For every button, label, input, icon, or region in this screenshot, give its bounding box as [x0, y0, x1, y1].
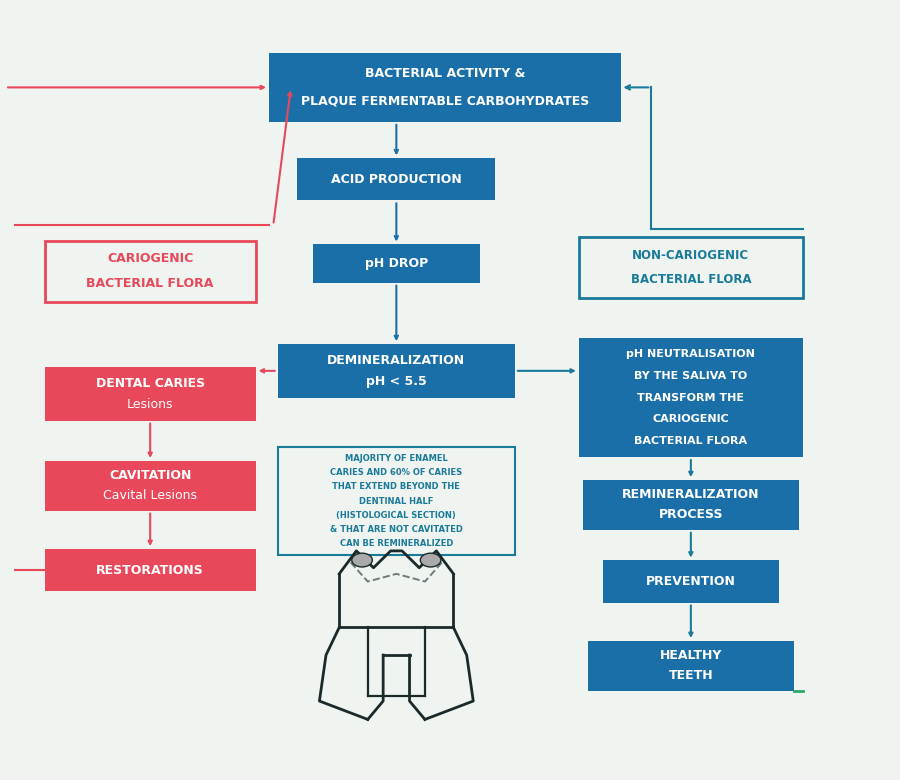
Text: BACTERIAL FLORA: BACTERIAL FLORA: [634, 436, 747, 446]
Text: MAJORITY OF ENAMEL: MAJORITY OF ENAMEL: [345, 454, 447, 463]
Text: THAT EXTEND BEYOND THE: THAT EXTEND BEYOND THE: [332, 482, 460, 491]
Text: pH NEUTRALISATION: pH NEUTRALISATION: [626, 349, 755, 360]
Text: BY THE SALIVA TO: BY THE SALIVA TO: [634, 371, 748, 381]
Text: PREVENTION: PREVENTION: [646, 575, 736, 588]
Text: BACTERIAL FLORA: BACTERIAL FLORA: [86, 277, 214, 290]
Text: CARIES AND 60% OF CARIES: CARIES AND 60% OF CARIES: [330, 468, 463, 477]
FancyBboxPatch shape: [579, 339, 803, 457]
Ellipse shape: [352, 553, 373, 567]
FancyBboxPatch shape: [45, 367, 256, 420]
Text: REMINERALIZATION: REMINERALIZATION: [622, 488, 760, 502]
Text: Cavital Lesions: Cavital Lesions: [104, 489, 197, 502]
Text: PROCESS: PROCESS: [659, 509, 723, 521]
Text: TRANSFORM THE: TRANSFORM THE: [637, 392, 744, 402]
FancyBboxPatch shape: [313, 244, 480, 282]
Text: TEETH: TEETH: [669, 669, 713, 682]
Text: CAN BE REMINERALIZED: CAN BE REMINERALIZED: [339, 540, 453, 548]
Text: BACTERIAL ACTIVITY &: BACTERIAL ACTIVITY &: [364, 67, 525, 80]
FancyBboxPatch shape: [297, 158, 495, 200]
FancyBboxPatch shape: [278, 344, 515, 398]
FancyBboxPatch shape: [583, 480, 798, 530]
Text: DENTINAL HALF: DENTINAL HALF: [359, 497, 434, 505]
FancyBboxPatch shape: [588, 641, 794, 691]
Text: HEALTHY: HEALTHY: [660, 649, 722, 662]
Text: CARIOGENIC: CARIOGENIC: [652, 414, 729, 424]
Text: & THAT ARE NOT CAVITATED: & THAT ARE NOT CAVITATED: [330, 525, 463, 534]
FancyBboxPatch shape: [603, 561, 778, 603]
Text: pH < 5.5: pH < 5.5: [366, 375, 427, 388]
Text: RESTORATIONS: RESTORATIONS: [96, 563, 204, 576]
Text: CAVITATION: CAVITATION: [109, 470, 192, 482]
Text: CARIOGENIC: CARIOGENIC: [107, 253, 194, 265]
FancyBboxPatch shape: [45, 461, 256, 511]
Text: BACTERIAL FLORA: BACTERIAL FLORA: [631, 273, 752, 286]
Text: PLAQUE FERMENTABLE CARBOHYDRATES: PLAQUE FERMENTABLE CARBOHYDRATES: [301, 94, 589, 108]
FancyBboxPatch shape: [45, 549, 256, 591]
Text: DENTAL CARIES: DENTAL CARIES: [95, 377, 204, 389]
Text: DEMINERALIZATION: DEMINERALIZATION: [328, 353, 465, 367]
Text: ACID PRODUCTION: ACID PRODUCTION: [331, 173, 462, 186]
Text: (HISTOLOGICAL SECTION): (HISTOLOGICAL SECTION): [337, 511, 456, 520]
Text: NON-CARIOGENIC: NON-CARIOGENIC: [633, 249, 750, 261]
FancyBboxPatch shape: [269, 53, 620, 122]
Text: Lesions: Lesions: [127, 398, 174, 411]
Text: pH DROP: pH DROP: [364, 257, 428, 270]
Ellipse shape: [420, 553, 441, 567]
